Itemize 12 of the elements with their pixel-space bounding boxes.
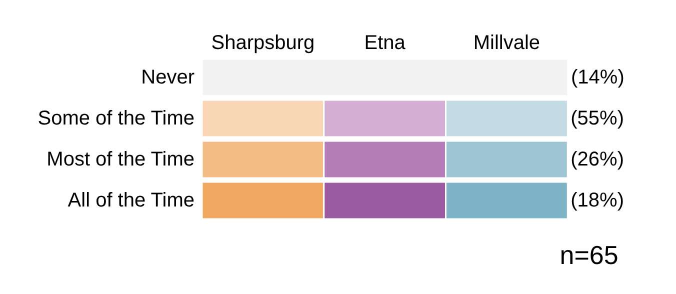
text: (26%) xyxy=(570,148,624,170)
y-tick-label: Never xyxy=(141,66,195,88)
text: (55%) xyxy=(570,108,624,130)
y-tick-label: All of the Time xyxy=(68,190,194,212)
text: Etna xyxy=(364,32,406,54)
text: n=65 xyxy=(560,240,618,270)
text: Millvale xyxy=(473,32,540,54)
y-tick-label: Most of the Time xyxy=(46,148,194,170)
text: (18%) xyxy=(570,190,624,212)
text: (14%) xyxy=(571,66,624,88)
y-tick-label: Some of the Time xyxy=(38,108,194,130)
text: Sharpsburg xyxy=(211,32,315,54)
